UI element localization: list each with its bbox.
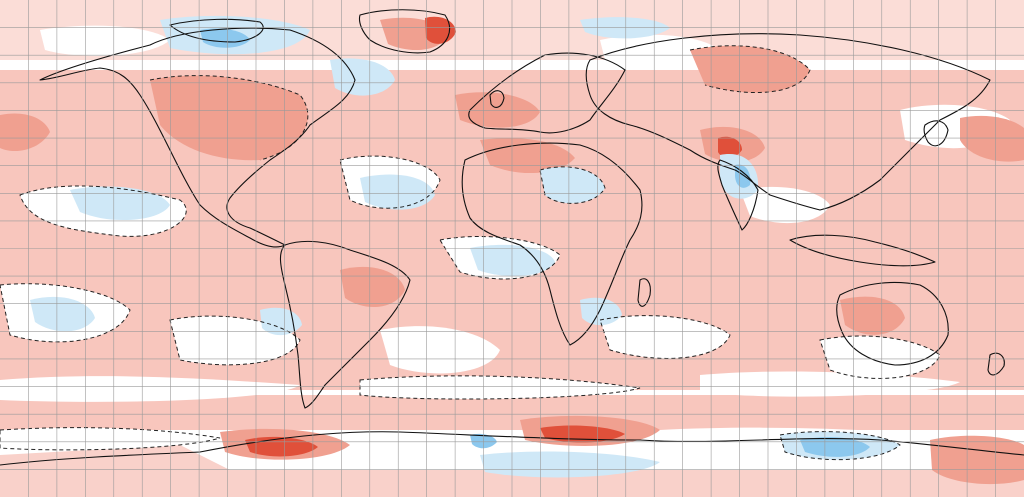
- coastline-africa: [461, 142, 643, 346]
- coastlines: [0, 9, 1024, 466]
- coastline-new-zealand: [987, 352, 1005, 376]
- coastline-greenland: [358, 9, 450, 54]
- coastline-north-america: [39, 27, 356, 248]
- dashed-contours: [0, 45, 941, 461]
- coastline-south-america: [279, 240, 411, 409]
- coastline-madagascar: [637, 278, 651, 307]
- coastline-australia: [836, 281, 949, 366]
- coastline-japan: [923, 120, 949, 147]
- coastline-arctic-islands: [169, 18, 264, 43]
- coastline-uk: [489, 90, 505, 108]
- coastline-asia: [585, 33, 991, 211]
- coastline-antarctica: [0, 431, 1024, 466]
- coastline-india: [717, 159, 759, 231]
- coastline-indonesia: [789, 234, 936, 267]
- coastline-europe: [468, 52, 626, 134]
